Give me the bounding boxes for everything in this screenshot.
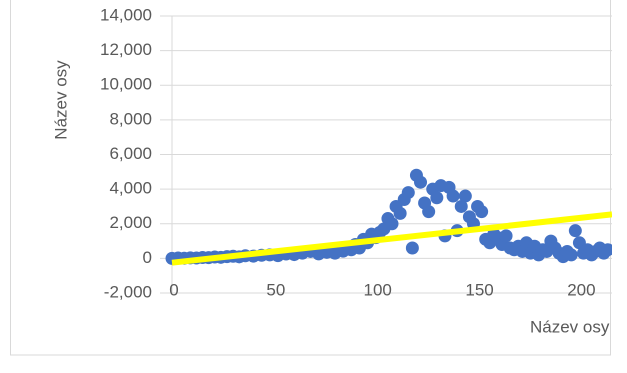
chart-frame bbox=[10, 0, 611, 356]
y-tick-label: 2,000 bbox=[109, 213, 152, 232]
data-point bbox=[568, 224, 582, 238]
y-tick-label: 10,000 bbox=[100, 75, 152, 94]
data-point bbox=[401, 186, 415, 200]
data-point bbox=[393, 206, 407, 220]
x-tick-label: 0 bbox=[169, 280, 178, 299]
x-axis-title: Název osy bbox=[530, 317, 610, 336]
data-point bbox=[454, 199, 468, 213]
data-point bbox=[422, 205, 436, 219]
y-tick-label: 4,000 bbox=[109, 179, 152, 198]
data-point bbox=[499, 229, 513, 243]
data-point bbox=[458, 189, 472, 203]
x-tick-label: 100 bbox=[364, 280, 392, 299]
y-tick-label: 6,000 bbox=[109, 144, 152, 163]
data-point bbox=[414, 175, 428, 189]
x-tick-label: 200 bbox=[567, 280, 595, 299]
trendline bbox=[171, 211, 612, 266]
data-point bbox=[601, 243, 612, 257]
x-tick-label: 150 bbox=[465, 280, 493, 299]
y-tick-label: 0 bbox=[143, 248, 152, 267]
y-tick-label: 12,000 bbox=[100, 40, 152, 59]
y-tick-label: 14,000 bbox=[100, 5, 152, 24]
x-tick-label: 50 bbox=[266, 280, 285, 299]
data-point bbox=[385, 217, 399, 231]
data-point bbox=[564, 248, 578, 262]
data-point bbox=[405, 241, 419, 255]
y-axis-title: Název osy bbox=[51, 60, 70, 140]
y-tick-label: -2,000 bbox=[104, 282, 152, 301]
data-point bbox=[475, 205, 489, 219]
data-point bbox=[446, 189, 460, 203]
y-tick-label: 8,000 bbox=[109, 109, 152, 128]
data-point bbox=[430, 191, 444, 205]
chart: Název osy Název osy -2,000 0 2,000 4,000 6,0… bbox=[10, 0, 612, 356]
